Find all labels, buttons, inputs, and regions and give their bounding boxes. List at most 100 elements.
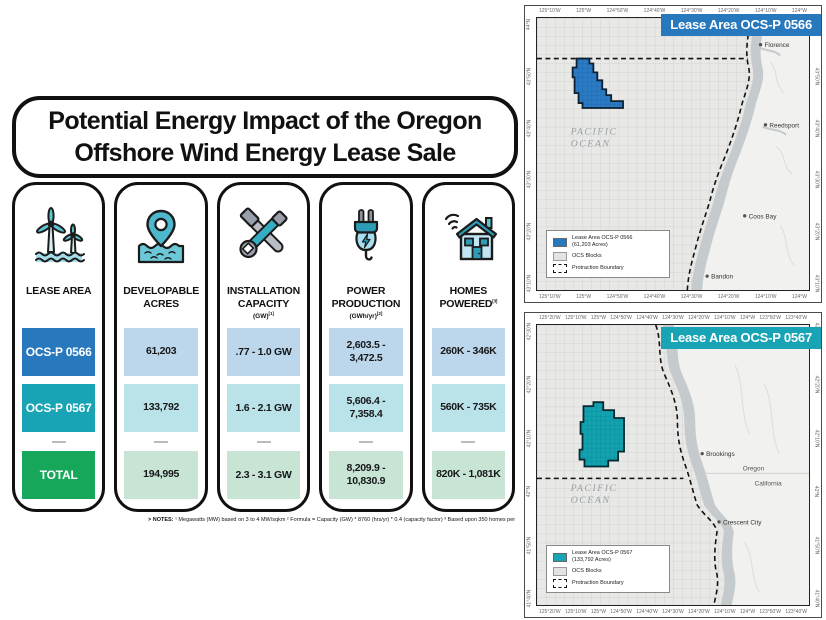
column-unit: (GWh/yr)[2] <box>349 311 383 321</box>
tick-label: 125°20'W <box>539 314 561 321</box>
map2-canvas: PACIFIC OCEAN Oregon California Brooking… <box>536 324 810 606</box>
divider-dash <box>461 441 476 443</box>
ocean-label: PACIFIC OCEAN <box>570 483 616 506</box>
map1-ticks-bottom: 125°10'W 125°W 124°50'W 124°40'W 124°30'W 124… <box>539 292 807 302</box>
tick-label: 124°10'W <box>714 608 736 615</box>
tick-label: 43°10'N <box>813 274 820 293</box>
tick-label: 42°N <box>813 486 820 498</box>
svg-text:Florence: Florence <box>764 42 789 49</box>
tick-label: 123°50'W <box>759 608 781 615</box>
tick-label: 124°50'W <box>610 314 632 321</box>
value-capacity-total: 2.3 - 3.1 GW <box>226 451 301 500</box>
tick-label: 41°40'N <box>526 589 533 608</box>
map2-ticks-top: 125°20'W 125°10'W 125°W 124°50'W 124°40'W 124… <box>539 313 807 323</box>
legend-protraction-boundary: Protraction Boundary <box>553 579 663 588</box>
tick-label: 124°30'W <box>680 293 703 300</box>
city-markers: Florence Reedsport Coos Bay Bandon <box>705 42 799 281</box>
tick-label: 124°10'W <box>754 7 777 14</box>
row-label-ocs-p-0567: OCS-P 0567 <box>22 384 96 432</box>
value-homes-total: 820K - 1,081K <box>431 451 506 499</box>
map-pin-waves-icon <box>129 189 193 285</box>
tick-label: 125°20'W <box>539 608 561 615</box>
divider-dash <box>154 441 169 443</box>
tick-label: 123°50'W <box>759 314 781 321</box>
map1-canvas: PACIFIC OCEAN Florence Reedsport Coos Ba… <box>536 17 810 291</box>
legend-ocs-blocks: OCS Blocks <box>553 567 663 576</box>
svg-text:PACIFIC: PACIFIC <box>570 127 618 138</box>
tick-label: 41°50'N <box>813 536 820 554</box>
tick-label: 125°W <box>590 608 606 615</box>
tick-label: 43°10'N <box>526 274 533 293</box>
map2-ticks-left: 42°30'N 42°20'N 42°10'N 42°N 41°50'N 41°40'N <box>525 323 535 608</box>
lease-area-swatch <box>553 237 567 247</box>
map-panel-ocs-p-0567: 125°20'W 125°10'W 125°W 124°50'W 124°40'W 124… <box>524 312 822 618</box>
tick-label: 43°30'N <box>526 171 533 189</box>
tick-label: 125°W <box>576 293 592 300</box>
svg-text:Bandon: Bandon <box>711 274 734 281</box>
value-production-0566: 2,603.5 - 3,472.5 <box>329 328 403 377</box>
notes-label: > NOTES: <box>148 517 174 523</box>
legend-lease-area: Lease Area OCS-P 0567 (133,792 Acres) <box>553 550 663 564</box>
map1-title-banner: Lease Area OCS-P 0566 <box>661 14 821 36</box>
tick-label: 124°10'W <box>754 293 777 300</box>
tick-label: 43°40'N <box>526 119 533 137</box>
tick-label: 124°50'W <box>606 7 629 14</box>
tick-label: 124°20'W <box>688 314 710 321</box>
legend-ocs-blocks: OCS Blocks <box>553 252 663 261</box>
value-acres-0567: 133,792 <box>124 384 198 432</box>
tick-label: 124°W <box>739 608 756 615</box>
legend-protraction-boundary: Protraction Boundary <box>553 264 663 273</box>
tick-label: 44°N <box>526 18 533 31</box>
column-header: LEASE AREA <box>26 285 92 297</box>
value-acres-0566: 61,203 <box>124 328 198 376</box>
house-wifi-icon <box>436 189 500 285</box>
svg-text:Brookings: Brookings <box>706 451 735 458</box>
tools-icon <box>232 189 296 285</box>
wind-turbines-icon <box>27 189 91 285</box>
tick-label: 125°W <box>576 7 592 14</box>
svg-text:Reedsport: Reedsport <box>769 122 799 129</box>
tick-label: 43°30'N <box>813 171 820 189</box>
divider-dash <box>51 441 66 443</box>
coastline <box>662 325 809 605</box>
tick-label: 42°20'N <box>526 376 533 394</box>
svg-text:OCEAN: OCEAN <box>571 139 611 150</box>
tick-label: 124°20'W <box>717 7 740 14</box>
tick-label: 124°50'W <box>610 608 632 615</box>
map1-legend: Lease Area OCS-P 0566 (61,203 Acres) OCS … <box>546 230 670 278</box>
map-panel-ocs-p-0566: 125°10'W 125°W 124°50'W 124°40'W 124°30'W 124… <box>524 5 822 303</box>
infographic-panel: Potential Energy Impact of the Oregon Of… <box>12 96 518 523</box>
row-label-ocs-p-0566: OCS-P 0566 <box>22 328 96 376</box>
value-capacity-0566: .77 - 1.0 GW <box>226 328 301 377</box>
map1-ticks-top: 125°10'W 125°W 124°50'W 124°40'W 124°30'W 124… <box>539 6 807 16</box>
map2-ticks-bottom: 125°20'W 125°10'W 125°W 124°50'W 124°40'W 124… <box>539 607 807 617</box>
infographic-title: Potential Energy Impact of the Oregon Of… <box>12 96 518 178</box>
title-line-1: Potential Energy Impact of the Oregon <box>48 106 482 135</box>
tick-label: 124°40'W <box>636 608 658 615</box>
tick-label: 41°50'N <box>526 536 533 554</box>
column-power-production: POWER PRODUCTION (GWh/yr)[2] 2,603.5 - 3… <box>319 182 413 512</box>
tick-label: 124°30'W <box>662 314 684 321</box>
tick-label: 124°30'W <box>680 7 703 14</box>
value-production-total: 8,209.9 - 10,830.9 <box>329 451 403 500</box>
map1-ticks-right: 44°N43°50'N43°40'N43°30'N43°20'N43°10'N <box>811 19 821 292</box>
column-header: INSTALLATION CAPACITY <box>226 285 301 310</box>
map2-legend: Lease Area OCS-P 0567 (133,792 Acres) OCS… <box>546 545 670 593</box>
tick-label: 124°20'W <box>688 608 710 615</box>
tick-label: 125°10'W <box>539 293 561 300</box>
tick-label: 42°10'N <box>813 429 820 448</box>
tick-label: 123°40'W <box>785 608 807 615</box>
tick-label: 124°20'W <box>717 293 740 300</box>
svg-text:Crescent City: Crescent City <box>723 519 762 526</box>
column-developable-acres: DEVELOPABLE ACRES 61,203 133,792 194,995 <box>114 182 208 512</box>
tick-label: 125°10'W <box>564 314 587 321</box>
value-acres-total: 194,995 <box>124 451 198 499</box>
tick-label: 124°30'W <box>662 608 684 615</box>
column-homes-powered: HOMES POWERED[3] 260K - 346K 560K - 735K… <box>421 182 516 512</box>
boundary-swatch <box>553 264 567 273</box>
lease-area-polygon-0566 <box>571 57 624 109</box>
city-markers: Brookings Crescent City <box>700 451 762 526</box>
tick-label: 124°40'W <box>636 314 658 321</box>
tick-label: 41°40'N <box>813 589 820 608</box>
svg-text:OCEAN: OCEAN <box>571 495 611 506</box>
